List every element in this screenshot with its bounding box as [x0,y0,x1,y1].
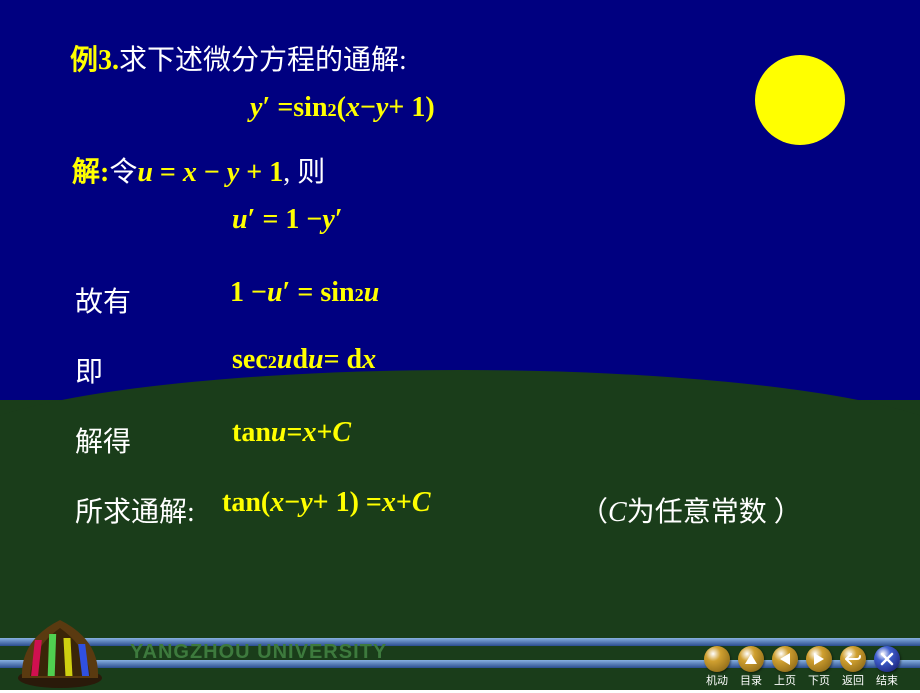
triangle-right-icon [806,646,832,672]
solving-line: 解得 [75,420,131,460]
nav-back-button[interactable]: 返回 [840,646,866,688]
example-label: 例3. [70,38,119,78]
triangle-left-icon [772,646,798,672]
nav-next-button[interactable]: 下页 [806,646,832,688]
nav-label: 目录 [740,672,762,688]
nav-prev-button[interactable]: 上页 [772,646,798,688]
solution-line-1: 解: 令 u = x − y + 1 , 则 [72,150,325,190]
nav-label: 上页 [774,672,796,688]
circle-icon [704,646,730,672]
footer-bar: YANGZHOU UNIVERSITY 机动 目录 上页 下页 [0,632,920,690]
arrow-back-icon [840,646,866,672]
sec-eq: sec2 u du = dx [232,344,376,376]
nav-button-group: 机动 目录 上页 下页 返回 [704,646,900,688]
ie-text: 即 [75,350,103,390]
university-name: YANGZHOU UNIVERSITY [130,641,387,664]
example-heading: 例3. 求下述微分方程的通解: [70,38,407,78]
general-solution-text: 所求通解: [75,490,195,530]
therefore-text: 故有 [75,280,131,320]
solving-text: 解得 [75,420,131,460]
therefore-line: 故有 [75,280,131,320]
constant-note: （ C 为任意常数 ） [580,490,802,530]
sin-eq: 1 − u′ = sin2 u [230,277,379,309]
substitution-eq: u = x − y + 1 [137,157,283,189]
nav-auto-button[interactable]: 机动 [704,646,730,688]
nav-end-button[interactable]: 结束 [874,646,900,688]
ie-line: 即 [75,350,103,390]
nav-label: 结束 [876,672,898,688]
nav-label: 下页 [808,672,830,688]
general-solution-line: 所求通解: [75,490,195,530]
then-text: , 则 [283,150,325,190]
nav-toc-button[interactable]: 目录 [738,646,764,688]
close-icon [874,646,900,672]
main-equation: y′ = sin2(x − y + 1) [250,92,435,124]
let-text: 令 [109,150,137,190]
derivative-eq: u′ = 1 − y′ [232,204,343,236]
university-logo [10,610,110,688]
triangle-up-icon [738,646,764,672]
slide-content: 例3. 求下述微分方程的通解: y′ = sin2(x − y + 1) 解: … [0,0,920,690]
nav-label: 机动 [706,672,728,688]
tan-eq: tan u = x + C [232,417,351,449]
nav-label: 返回 [842,672,864,688]
solution-label: 解: [72,150,109,190]
example-text: 求下述微分方程的通解: [119,38,407,78]
final-eq: tan(x − y + 1) = x + C [222,487,431,519]
